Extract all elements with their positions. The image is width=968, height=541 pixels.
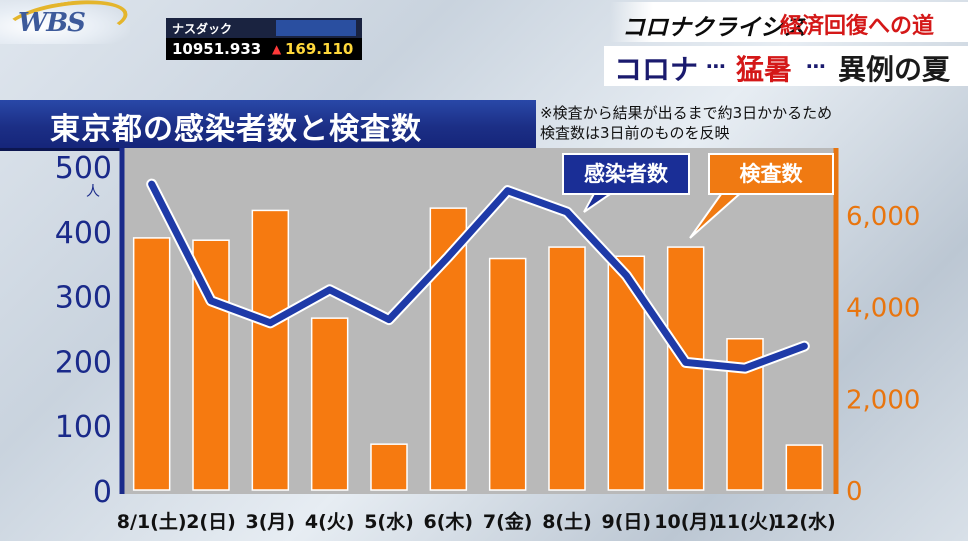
bar-tests-11 [785, 444, 824, 491]
point-cases-11 [803, 345, 805, 347]
bar-tests-2 [251, 209, 290, 491]
x-tick-3: 4(火) [305, 511, 355, 533]
point-cases-10 [744, 367, 746, 369]
left-axis-ticks: 0 100 200 300 400 500 [55, 151, 112, 510]
topic-banner [604, 46, 968, 86]
x-tick-5: 6(木) [424, 510, 474, 533]
topic-dots-1: ⋯ [706, 54, 726, 78]
right-axis-ticks: 0 2,000 4,000 6,000 [846, 202, 920, 507]
point-cases-5 [447, 256, 449, 258]
left-tick-3: 300 [55, 281, 112, 316]
left-tick-0: 0 [93, 475, 112, 510]
point-cases-3 [329, 289, 331, 291]
bar-tests-6 [488, 257, 527, 491]
chart-title: 東京都の感染者数と検査数 [50, 112, 422, 147]
x-axis-ticks: 8/1(土) 2(日) 3(月) 4(火) 5(水) 6(木) 7(金) 8(土) 9(日) 10… [117, 510, 836, 533]
ticker-brand-icon [276, 20, 356, 36]
right-tick-1: 2,000 [846, 385, 920, 415]
wbs-logo: WBS [0, 0, 131, 51]
x-tick-8: 9(日) [602, 511, 652, 533]
topic-corona: コロナ [614, 53, 699, 86]
left-tick-4: 400 [55, 216, 112, 251]
legend-tests: 検査数 [708, 153, 834, 195]
left-tick-1: 100 [55, 410, 112, 445]
x-tick-6: 7(金) [483, 510, 533, 533]
x-tick-11: 12(水) [773, 511, 836, 533]
stock-ticker: ナスダック 10951.933 ▲ 169.110 [166, 18, 362, 60]
point-cases-6 [507, 190, 509, 192]
point-cases-9 [685, 361, 687, 363]
line-series-cases [146, 178, 810, 374]
bar-tests-3 [310, 317, 349, 491]
series-title: コロナクライシス [622, 15, 806, 41]
point-cases-2 [269, 322, 271, 324]
topic-summer: 異例の夏 [838, 53, 951, 86]
logo-text: WBS [18, 8, 86, 38]
point-cases-0 [151, 183, 153, 185]
series-subtitle: 経済回復への道 [780, 14, 935, 39]
x-tick-10: 11(火) [714, 511, 777, 533]
line-cases [148, 180, 808, 372]
x-tick-4: 5(水) [364, 511, 414, 533]
left-axis-unit: 人 [86, 184, 100, 200]
note-line-2: 検査数は3日前のものを反映 [540, 124, 730, 142]
right-tick-0: 0 [846, 477, 863, 507]
point-cases-7 [566, 211, 568, 213]
chart-note: ※検査から結果が出るまで約3日かかるため 検査数は3日前のものを反映 [540, 103, 832, 143]
note-line-1: ※検査から結果が出るまで約3日かかるため [540, 104, 833, 122]
left-tick-5: 500 [55, 151, 112, 186]
ticker-value: 10951.933 [172, 40, 262, 58]
series-banner [610, 2, 968, 42]
bar-tests-4 [370, 443, 408, 491]
point-cases-4 [388, 319, 390, 321]
left-tick-2: 200 [55, 345, 112, 380]
topic-dots-2: ⋯ [806, 54, 826, 78]
x-tick-1: 2(日) [186, 511, 236, 533]
point-cases-1 [210, 300, 212, 302]
x-tick-7: 8(土) [542, 511, 592, 533]
up-arrow-icon: ▲ [272, 42, 282, 56]
ticker-name: ナスダック [172, 22, 233, 36]
ticker-row: 10951.933 ▲ 169.110 [166, 38, 362, 60]
right-tick-3: 6,000 [846, 202, 920, 232]
topic-heat: 猛暑 [736, 53, 793, 86]
right-tick-2: 4,000 [846, 294, 920, 324]
point-cases-8 [625, 275, 627, 277]
legend-cases: 感染者数 [562, 153, 690, 195]
ticker-change: 169.110 [285, 40, 354, 58]
bar-tests-0 [132, 237, 171, 491]
bar-tests-7 [548, 246, 586, 491]
x-tick-0: 8/1(土) [117, 511, 187, 533]
x-tick-9: 10(月) [654, 511, 717, 533]
x-tick-2: 3(月) [246, 511, 296, 533]
